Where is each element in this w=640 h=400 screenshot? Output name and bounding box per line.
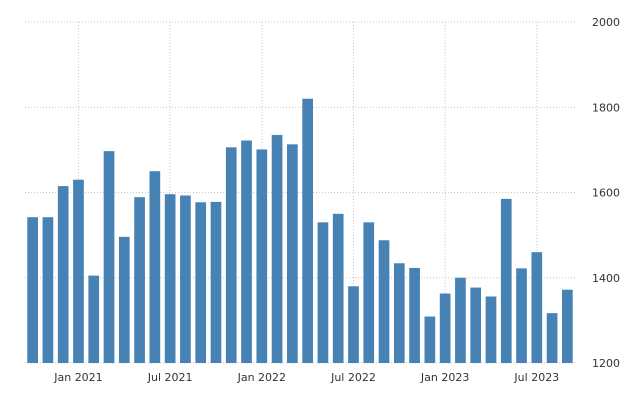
bar	[302, 98, 313, 363]
bar-series	[27, 98, 573, 363]
bar	[149, 171, 161, 363]
bar	[241, 140, 252, 363]
bar	[134, 197, 145, 363]
bar	[378, 240, 390, 363]
bar	[42, 217, 54, 363]
x-tick-label: Jul 2021	[147, 371, 193, 384]
bar	[164, 194, 176, 363]
bar	[180, 195, 191, 363]
bar	[27, 217, 38, 363]
bar	[317, 222, 329, 363]
bar	[73, 179, 84, 363]
bar	[57, 186, 69, 363]
x-tick-label: Jan 2021	[53, 371, 102, 384]
x-tick-label: Jul 2022	[330, 371, 376, 384]
bar	[393, 263, 405, 363]
bar	[332, 213, 344, 363]
bar	[439, 293, 451, 363]
bar	[363, 222, 375, 363]
bar	[103, 151, 115, 363]
bar	[287, 144, 298, 363]
bar	[348, 286, 359, 363]
y-tick-label: 2000	[592, 16, 620, 29]
y-tick-label: 1200	[592, 357, 620, 370]
x-axis: Jan 2021 Jul 2021 Jan 2022 Jul 2022 Jan 2023…	[53, 371, 559, 384]
bar	[225, 147, 237, 363]
bar	[531, 252, 543, 363]
bar	[195, 202, 207, 363]
bar	[118, 236, 130, 363]
x-tick-label: Jan 2022	[237, 371, 286, 384]
bar	[500, 198, 512, 363]
bar	[485, 296, 497, 363]
bar	[516, 268, 527, 363]
bar	[409, 267, 420, 363]
bar	[562, 289, 573, 363]
x-tick-label: Jan 2023	[420, 371, 469, 384]
bar	[210, 201, 222, 363]
y-tick-label: 1400	[592, 272, 620, 285]
bar	[271, 134, 283, 363]
bar	[256, 149, 268, 363]
y-tick-label: 1800	[592, 101, 620, 114]
bar	[455, 277, 466, 363]
bar	[424, 316, 436, 363]
bar	[546, 313, 558, 363]
x-tick-label: Jul 2023	[513, 371, 559, 384]
bar	[470, 287, 482, 363]
y-axis: 1200 1400 1600 1800 2000	[592, 16, 620, 370]
bar	[88, 275, 100, 363]
y-tick-label: 1600	[592, 187, 620, 200]
